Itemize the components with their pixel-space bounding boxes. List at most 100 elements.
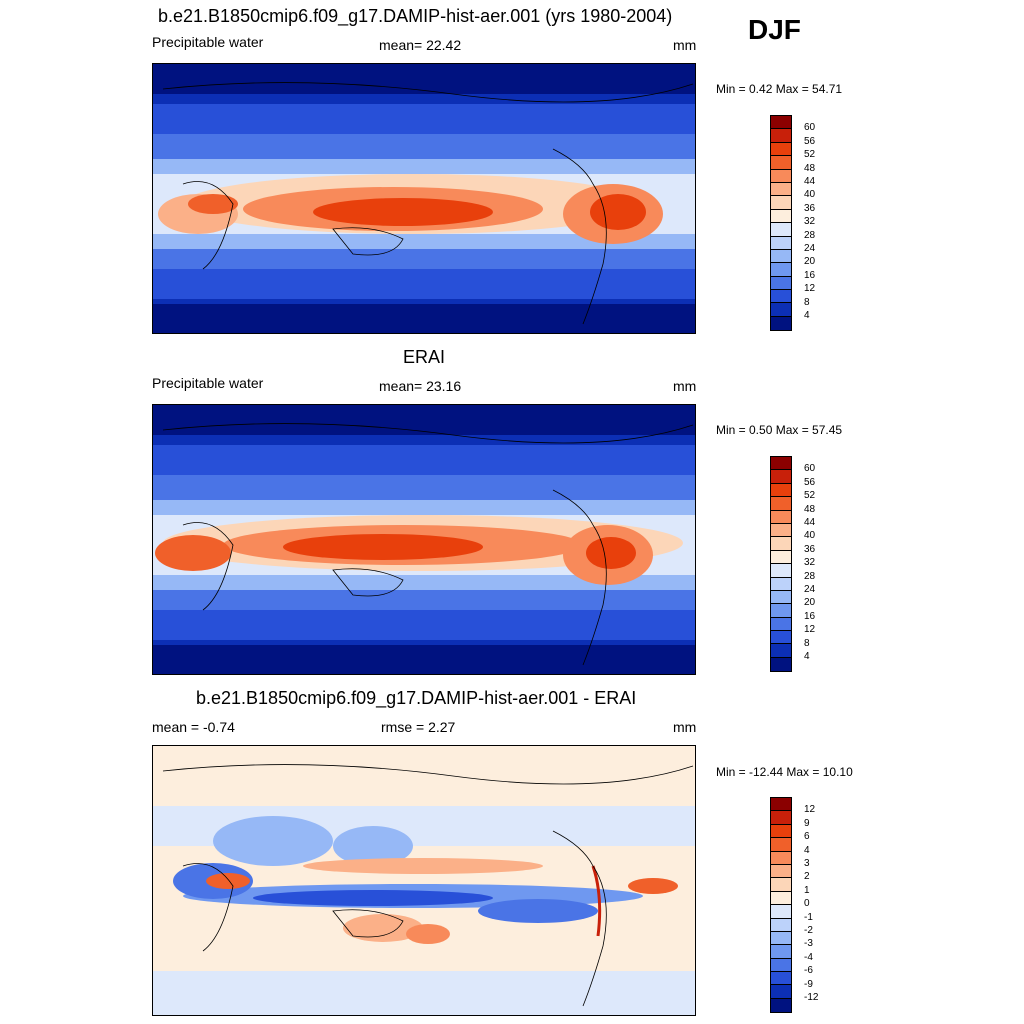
colorbar-segment bbox=[771, 878, 791, 892]
colorbar-segment bbox=[771, 985, 791, 999]
panel-model-colorbar bbox=[770, 115, 792, 332]
colorbar-tick-label: 44 bbox=[804, 176, 816, 187]
colorbar-tick-label: 52 bbox=[804, 490, 816, 502]
colorbar-segment bbox=[771, 142, 791, 157]
panel-obs-colorbar bbox=[770, 456, 792, 673]
colorbar-tick-label: 48 bbox=[804, 162, 816, 174]
colorbar-segment bbox=[771, 945, 791, 959]
colorbar-segment bbox=[771, 249, 791, 264]
colorbar-tick-label: 24 bbox=[804, 584, 816, 595]
colorbar-tick-label: 40 bbox=[804, 189, 816, 201]
colorbar-tick-label: 28 bbox=[804, 229, 816, 241]
colorbar-tick-label: 60 bbox=[804, 463, 816, 475]
panel-obs-units-label: mm bbox=[673, 378, 697, 394]
colorbar-segment bbox=[771, 316, 791, 331]
colorbar-segment bbox=[771, 798, 791, 812]
colorbar-tick-label: 12 bbox=[804, 804, 816, 816]
colorbar-tick-label: 12 bbox=[804, 624, 816, 636]
panel-obs-map bbox=[152, 404, 696, 675]
colorbar-segment bbox=[771, 196, 791, 210]
colorbar-segment bbox=[771, 891, 791, 906]
colorbar-segment bbox=[771, 631, 791, 645]
colorbar-tick-label: 4 bbox=[804, 651, 810, 662]
colorbar-segment bbox=[771, 537, 791, 551]
colorbar-segment bbox=[771, 590, 791, 605]
colorbar-segment bbox=[771, 577, 791, 591]
colorbar-tick-label: 24 bbox=[804, 243, 816, 254]
colorbar-segment bbox=[771, 457, 791, 471]
panel-diff-title: b.e21.B1850cmip6.f09_g17.DAMIP-hist-aer.… bbox=[196, 688, 637, 708]
colorbar-segment bbox=[771, 657, 791, 672]
colorbar-segment bbox=[771, 156, 791, 170]
colorbar-segment bbox=[771, 824, 791, 839]
panel-model-title: b.e21.B1850cmip6.f09_g17.DAMIP-hist-aer.… bbox=[158, 6, 673, 26]
colorbar-segment bbox=[771, 182, 791, 197]
colorbar-segment bbox=[771, 851, 791, 865]
panel-obs-mean-label: mean= 23.16 bbox=[379, 378, 462, 394]
colorbar-tick-label: 20 bbox=[804, 256, 816, 268]
colorbar-tick-label: 44 bbox=[804, 517, 816, 528]
panel-model-variable-label: Precipitable water bbox=[152, 34, 264, 50]
colorbar-tick-label: -12 bbox=[804, 992, 819, 1003]
colorbar-tick-label: -6 bbox=[804, 965, 813, 977]
colorbar-tick-label: 0 bbox=[804, 898, 810, 910]
colorbar-segment bbox=[771, 998, 791, 1013]
panel-diff-mean-label: mean = -0.74 bbox=[152, 719, 235, 735]
colorbar-tick-label: 9 bbox=[804, 817, 810, 829]
colorbar-segment bbox=[771, 116, 791, 130]
colorbar-segment bbox=[771, 263, 791, 277]
panel-diff-units-label: mm bbox=[673, 719, 697, 735]
colorbar-segment bbox=[771, 604, 791, 618]
colorbar-tick-label: 16 bbox=[804, 269, 816, 281]
colorbar-segment bbox=[771, 617, 791, 632]
colorbar-tick-label: -4 bbox=[804, 951, 813, 963]
panel-obs-title: ERAI bbox=[403, 347, 446, 367]
colorbar-tick-label: 3 bbox=[804, 858, 810, 869]
colorbar-segment bbox=[771, 958, 791, 973]
colorbar-segment bbox=[771, 510, 791, 524]
colorbar-tick-label: 40 bbox=[804, 530, 816, 542]
colorbar-segment bbox=[771, 838, 791, 852]
colorbar-tick-label: 36 bbox=[804, 202, 816, 214]
colorbar-tick-label: -1 bbox=[804, 911, 813, 923]
colorbar-segment bbox=[771, 550, 791, 565]
colorbar-tick-label: 28 bbox=[804, 570, 816, 582]
colorbar-segment bbox=[771, 972, 791, 986]
colorbar-tick-label: 2 bbox=[804, 871, 810, 883]
colorbar-tick-label: 16 bbox=[804, 610, 816, 622]
colorbar-segment bbox=[771, 564, 791, 578]
season-label: DJF bbox=[748, 14, 801, 45]
colorbar-segment bbox=[771, 276, 791, 291]
colorbar-segment bbox=[771, 811, 791, 825]
panel-model-map bbox=[152, 63, 696, 334]
colorbar-tick-label: -3 bbox=[804, 938, 813, 950]
panel-diff-colorbar bbox=[770, 797, 792, 1014]
colorbar-tick-label: 36 bbox=[804, 543, 816, 555]
colorbar-segment bbox=[771, 931, 791, 946]
colorbar-tick-label: 8 bbox=[804, 296, 810, 308]
colorbar-tick-label: -9 bbox=[804, 978, 813, 990]
colorbar-segment bbox=[771, 209, 791, 224]
colorbar-segment bbox=[771, 497, 791, 511]
panel-diff-rmse-label: rmse = 2.27 bbox=[381, 719, 456, 735]
colorbar-tick-label: 60 bbox=[804, 122, 816, 134]
colorbar-segment bbox=[771, 223, 791, 237]
colorbar-tick-label: 32 bbox=[804, 557, 816, 569]
colorbar-tick-label: 20 bbox=[804, 597, 816, 609]
colorbar-tick-label: 48 bbox=[804, 503, 816, 515]
colorbar-tick-label: 1 bbox=[804, 884, 810, 896]
colorbar-segment bbox=[771, 644, 791, 658]
colorbar-segment bbox=[771, 483, 791, 498]
colorbar-tick-label: 6 bbox=[804, 831, 810, 843]
colorbar-tick-label: -2 bbox=[804, 925, 813, 936]
colorbar-segment bbox=[771, 303, 791, 317]
colorbar-tick-label: 4 bbox=[804, 844, 810, 856]
colorbar-segment bbox=[771, 129, 791, 143]
colorbar-segment bbox=[771, 864, 791, 879]
colorbar-segment bbox=[771, 470, 791, 484]
panel-obs-variable-label: Precipitable water bbox=[152, 375, 264, 391]
colorbar-tick-label: 56 bbox=[804, 476, 816, 488]
colorbar-tick-label: 32 bbox=[804, 216, 816, 228]
panel-diff-minmax: Min = -12.44 Max = 10.10 bbox=[716, 765, 853, 779]
colorbar-tick-label: 8 bbox=[804, 637, 810, 649]
